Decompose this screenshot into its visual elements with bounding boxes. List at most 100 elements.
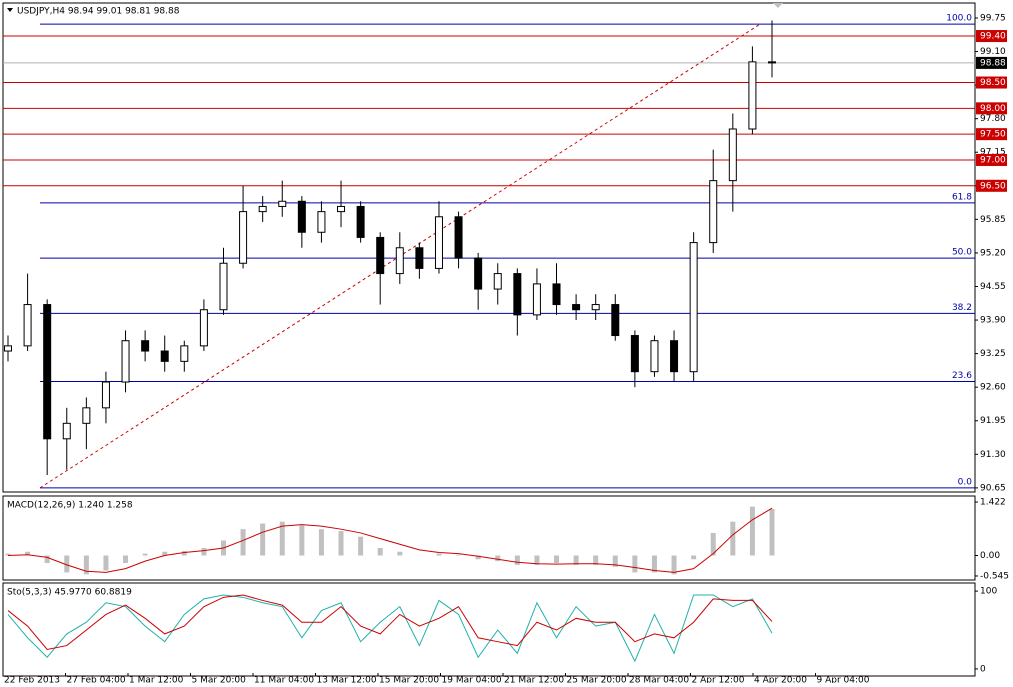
y-tick-label: 90.65 <box>980 483 1006 493</box>
macd-bar <box>475 555 481 560</box>
macd-bar <box>769 508 775 556</box>
level-label: 97.50 <box>980 130 1006 140</box>
y-tick-label: 99.10 <box>980 47 1006 57</box>
y-tick-label: 94.55 <box>980 282 1006 292</box>
fib-label: 61.8 <box>952 192 972 202</box>
x-tick-label: 5 Mar 20:00 <box>192 676 247 684</box>
macd-bar <box>710 532 716 556</box>
macd-bar <box>632 555 638 573</box>
level-label: 98.50 <box>980 78 1006 88</box>
level-box <box>976 179 1007 192</box>
stoch-line <box>7 594 773 651</box>
x-tick-label: 9 Apr 04:00 <box>817 676 870 684</box>
fib-label: 38.2 <box>952 303 972 313</box>
level-box <box>976 153 1007 166</box>
x-tick-label: 4 Apr 20:00 <box>754 676 807 684</box>
candle-body <box>376 236 385 275</box>
candle-body <box>689 242 698 373</box>
macd-panel-frame <box>2 495 976 581</box>
macd-bar <box>534 555 540 565</box>
y-tick-label: 1.422 <box>980 498 1006 508</box>
level-box <box>976 76 1007 89</box>
fib-label: 100.0 <box>946 14 972 24</box>
macd-signal <box>7 507 773 573</box>
candle-body <box>768 61 776 64</box>
candle-body <box>297 200 306 233</box>
candle-body <box>278 200 287 207</box>
candle-body <box>356 205 365 238</box>
macd-bar <box>64 555 70 573</box>
macd-bar <box>318 529 324 556</box>
level-label: 96.50 <box>980 181 1006 191</box>
y-tick-label: 97.80 <box>980 114 1006 124</box>
current-price-label: 98.88 <box>980 58 1006 68</box>
candle-body <box>4 345 12 352</box>
candle-body <box>415 247 424 269</box>
macd-bar <box>495 555 501 562</box>
macd-bar <box>397 551 403 556</box>
candle-body <box>121 340 130 383</box>
x-tick-label: 19 Mar 04:00 <box>442 676 502 684</box>
macd-bar <box>358 536 364 556</box>
fib-label: 0.0 <box>958 477 973 487</box>
macd-bar <box>240 529 246 556</box>
price-panel-frame <box>2 2 976 493</box>
candle-body <box>23 304 32 347</box>
candle-body <box>670 340 679 373</box>
y-tick-label: 91.30 <box>980 450 1006 460</box>
candle-body <box>728 128 737 182</box>
candle-body <box>258 205 267 213</box>
y-tick-label: 92.60 <box>980 383 1006 393</box>
candle-body <box>337 205 346 213</box>
candle-body <box>82 407 91 424</box>
candle-body <box>43 304 52 440</box>
candle-body <box>101 381 110 409</box>
candle-body <box>493 273 502 290</box>
candle-body <box>552 283 561 306</box>
y-tick-label: 95.85 <box>980 215 1006 225</box>
x-tick-label: 1 Mar 12:00 <box>129 676 184 684</box>
macd-bar <box>279 521 285 556</box>
macd-bar <box>436 553 442 556</box>
y-tick-label: 93.90 <box>980 316 1006 326</box>
macd-bar <box>260 523 266 556</box>
candle-body <box>395 247 404 275</box>
macd-bar <box>181 550 187 556</box>
candle-body <box>180 345 189 362</box>
y-tick-label: 91.95 <box>980 416 1006 426</box>
x-tick-label: 22 Feb 2013 <box>4 676 60 684</box>
candle-body <box>62 422 71 440</box>
candle-body <box>611 304 620 337</box>
macd-bar <box>593 555 599 565</box>
x-tick-label: 28 Mar 04:00 <box>629 676 689 684</box>
macd-bar <box>377 547 383 556</box>
x-tick-label: 11 Mar 04:00 <box>254 676 314 684</box>
x-tick-label: 13 Mar 12:00 <box>317 676 377 684</box>
macd-bar <box>691 555 697 560</box>
y-tick-label: 95.20 <box>980 248 1006 258</box>
macd-bar <box>573 555 579 565</box>
macd-bar <box>162 551 168 556</box>
y-tick-label: 93.25 <box>980 349 1006 359</box>
candle-body <box>434 216 443 269</box>
y-tick-label: 99.75 <box>980 13 1006 23</box>
macd-bar <box>25 551 31 556</box>
macd-bar <box>730 521 736 556</box>
macd-bar <box>612 555 618 567</box>
x-tick-label: 27 Feb 04:00 <box>67 676 126 684</box>
shift-marker <box>773 3 783 8</box>
level-label: 99.40 <box>980 32 1006 42</box>
y-tick-label: 97.15 <box>980 148 1006 158</box>
candle-body <box>141 340 150 352</box>
macd-title: MACD(12,26,9) 1.240 1.258 <box>7 501 133 511</box>
macd-bar <box>456 554 462 556</box>
x-tick-label: 15 Mar 20:00 <box>379 676 439 684</box>
y-tick-label: 0.00 <box>980 551 1000 561</box>
candle-body <box>591 304 600 311</box>
macd-bar <box>514 555 520 565</box>
candle-body <box>160 350 169 362</box>
level-box <box>976 102 1007 115</box>
x-tick-label: 21 Mar 12:00 <box>504 676 564 684</box>
